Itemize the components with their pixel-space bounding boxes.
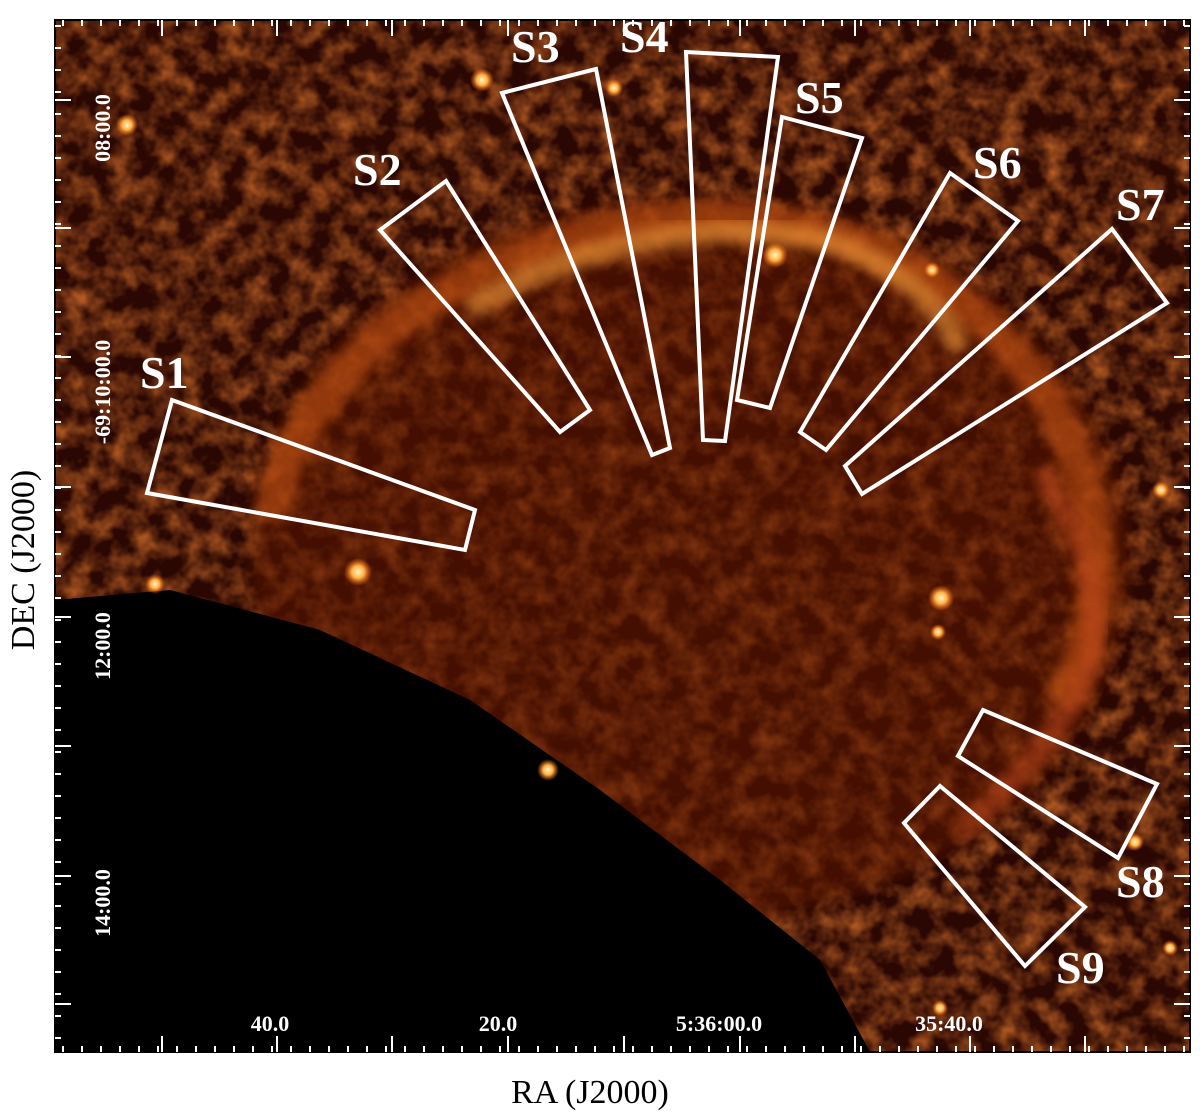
region-box-s2 [377, 178, 593, 435]
region-label-s9: S9 [1056, 942, 1105, 993]
dec-tick-label: 08:00.0 [90, 94, 115, 162]
region-label-s4: S4 [620, 11, 669, 62]
region-box-s1 [144, 397, 478, 553]
dec-tick-labels: 08:00.0 -69:10:00.0 12:00.0 14:00.0 [90, 94, 115, 937]
dec-tick-label: 14:00.0 [90, 869, 115, 937]
image-frame [54, 19, 1191, 1053]
dec-tick-label: 12:00.0 [90, 612, 115, 680]
ra-tick-label: 40.0 [251, 1011, 290, 1036]
image-panel [55, 20, 1190, 1052]
region-label-s6: S6 [973, 137, 1022, 188]
region-label-s1: S1 [140, 347, 189, 398]
region-box-s8 [955, 707, 1160, 861]
region-box-s6 [797, 170, 1021, 453]
ra-tick-labels: 40.0 20.0 5:36:00.0 35:40.0 [251, 1011, 983, 1036]
region-box-s3 [499, 66, 673, 458]
region-label-s8: S8 [1116, 856, 1165, 907]
region-label-s5: S5 [795, 72, 844, 123]
ra-tick-label: 35:40.0 [915, 1011, 983, 1036]
region-labels: S1 S2 S3 S4 S5 S6 S7 S8 S9 [140, 11, 1165, 993]
point-sources [116, 68, 1178, 1016]
region-box-s4 [683, 49, 781, 444]
region-label-s2: S2 [353, 144, 402, 195]
ra-tick-label: 5:36:00.0 [676, 1011, 762, 1036]
region-boxes [144, 49, 1170, 969]
ra-tick-label: 20.0 [479, 1011, 518, 1036]
region-label-s3: S3 [511, 21, 560, 72]
dec-tick-label: -69:10:00.0 [90, 340, 115, 444]
region-box-s9 [901, 783, 1088, 969]
x-axis-title: RA (J2000) [511, 1074, 669, 1111]
region-box-s7 [842, 226, 1170, 497]
region-label-s7: S7 [1116, 179, 1165, 230]
y-axis-title: DEC (J2000) [5, 470, 42, 650]
region-box-s5 [734, 114, 865, 411]
